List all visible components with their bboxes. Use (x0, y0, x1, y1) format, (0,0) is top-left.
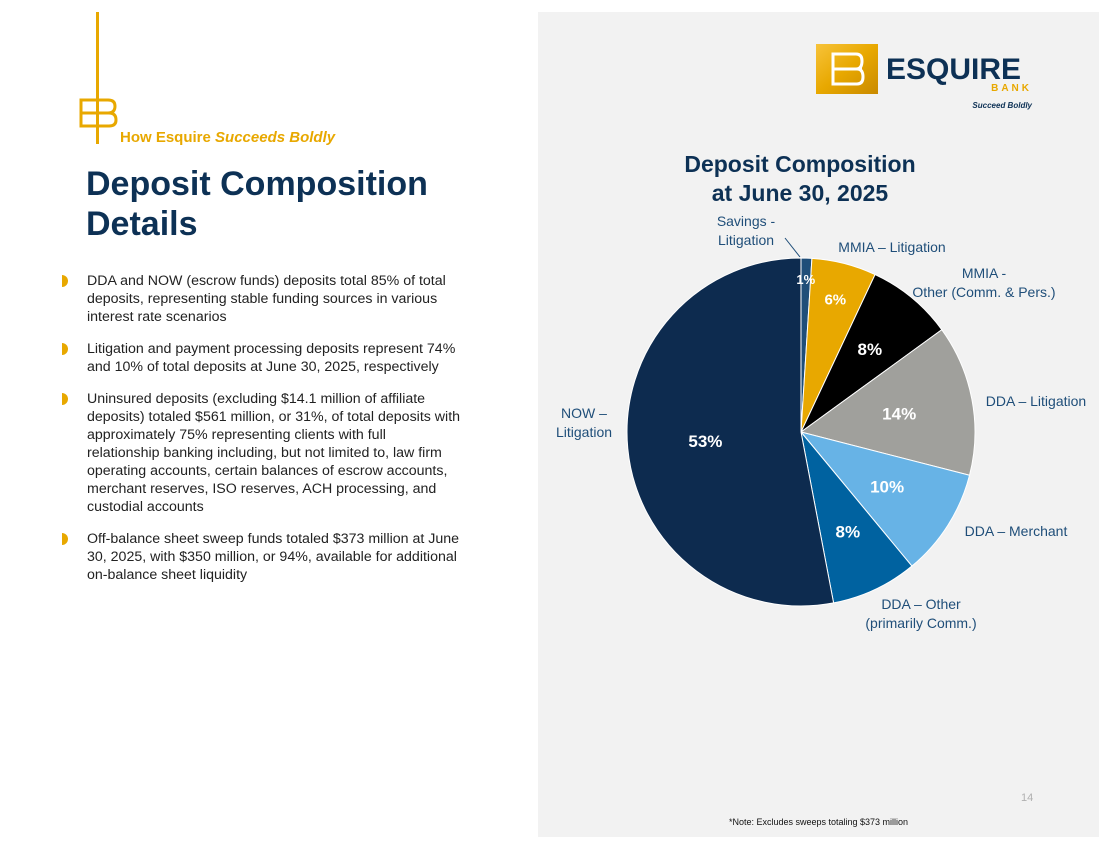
pie-slice-dda-merchant (799, 431, 971, 567)
pie-data-label: 1% (796, 272, 815, 287)
bullet-list: DDA and NOW (escrow funds) deposits tota… (62, 272, 462, 598)
savings-leader-line (784, 237, 801, 258)
pie-category-labels: Savings -Litigation MMIA – Litigation MMIA… (556, 213, 1086, 631)
pie-slices (626, 257, 976, 607)
deposit-pie-chart: 1% 6% 8% 14% 10% 8% 53% Savings -Litigation MMI… (556, 213, 1086, 631)
gold-accent-line (96, 12, 99, 144)
pie-category-label: DDA – Merchant (965, 523, 1068, 539)
eb-monogram-icon (79, 98, 118, 128)
chart-title-line: Deposit Composition (684, 151, 916, 177)
logo-tagline: Succeed Boldly (972, 101, 1032, 110)
bullet-marker-icon (62, 343, 68, 355)
pie-data-label: 8% (836, 523, 861, 542)
pie-category-label: DDA – Other (primarily Comm.) (865, 596, 976, 631)
kicker-prefix: How Esquire (120, 129, 216, 146)
pie-category-label: MMIA -Other (Comm. & Pers.) (912, 265, 1055, 300)
bullet-item: Off-balance sheet sweep funds totaled $3… (62, 530, 462, 584)
bullet-item: DDA and NOW (escrow funds) deposits tota… (62, 272, 462, 326)
pie-data-label: 53% (688, 432, 722, 451)
bullet-item: Litigation and payment processing deposi… (62, 340, 462, 376)
kicker-emphasis: Succeeds Boldly (215, 129, 336, 146)
pie-data-label: 8% (858, 340, 883, 359)
bullet-marker-icon (62, 275, 68, 287)
pie-category-label: Savings -Litigation (717, 213, 776, 248)
logo-brand-name: ESQUIRE (886, 53, 1021, 86)
pie-data-label: 10% (870, 478, 904, 497)
pie-category-label: DDA – Litigation (986, 393, 1086, 409)
pie-category-label: MMIA – Litigation (838, 239, 945, 255)
pie-data-label: 6% (824, 291, 846, 308)
bullet-text: Off-balance sheet sweep funds totaled $3… (87, 531, 460, 583)
pie-slice-dda-litigation (799, 329, 976, 476)
page-title: Deposit Composition Details (86, 165, 428, 243)
section-kicker: How Esquire Succeeds Boldly (120, 129, 335, 146)
bullet-text: DDA and NOW (escrow funds) deposits tota… (87, 273, 446, 325)
logo-brand-sub: BANK (991, 83, 1032, 94)
bullet-text: Litigation and payment processing deposi… (87, 341, 456, 375)
pie-slice-now-litigation (626, 257, 835, 607)
chart-footnote: *Note: Excludes sweeps totaling $373 mil… (728, 817, 909, 827)
chart-title: Deposit Composition at June 30, 2025 (640, 150, 960, 208)
bullet-text: Uninsured deposits (excluding $14.1 mill… (87, 391, 461, 515)
chart-title-line: at June 30, 2025 (711, 180, 889, 206)
bullet-marker-icon (62, 533, 68, 545)
esquire-bank-logo: ESQUIRE BANK Succeed Boldly (816, 44, 1033, 110)
pie-data-labels: 1% 6% 8% 14% 10% 8% 53% (688, 272, 916, 541)
pie-data-label: 14% (882, 404, 916, 423)
pie-category-label: NOW – Litigation (556, 405, 612, 440)
bullet-marker-icon (62, 393, 68, 405)
bullet-item: Uninsured deposits (excluding $14.1 mill… (62, 390, 462, 516)
logo-monogram-icon (831, 52, 865, 86)
page-number: 14 (1021, 792, 1034, 804)
